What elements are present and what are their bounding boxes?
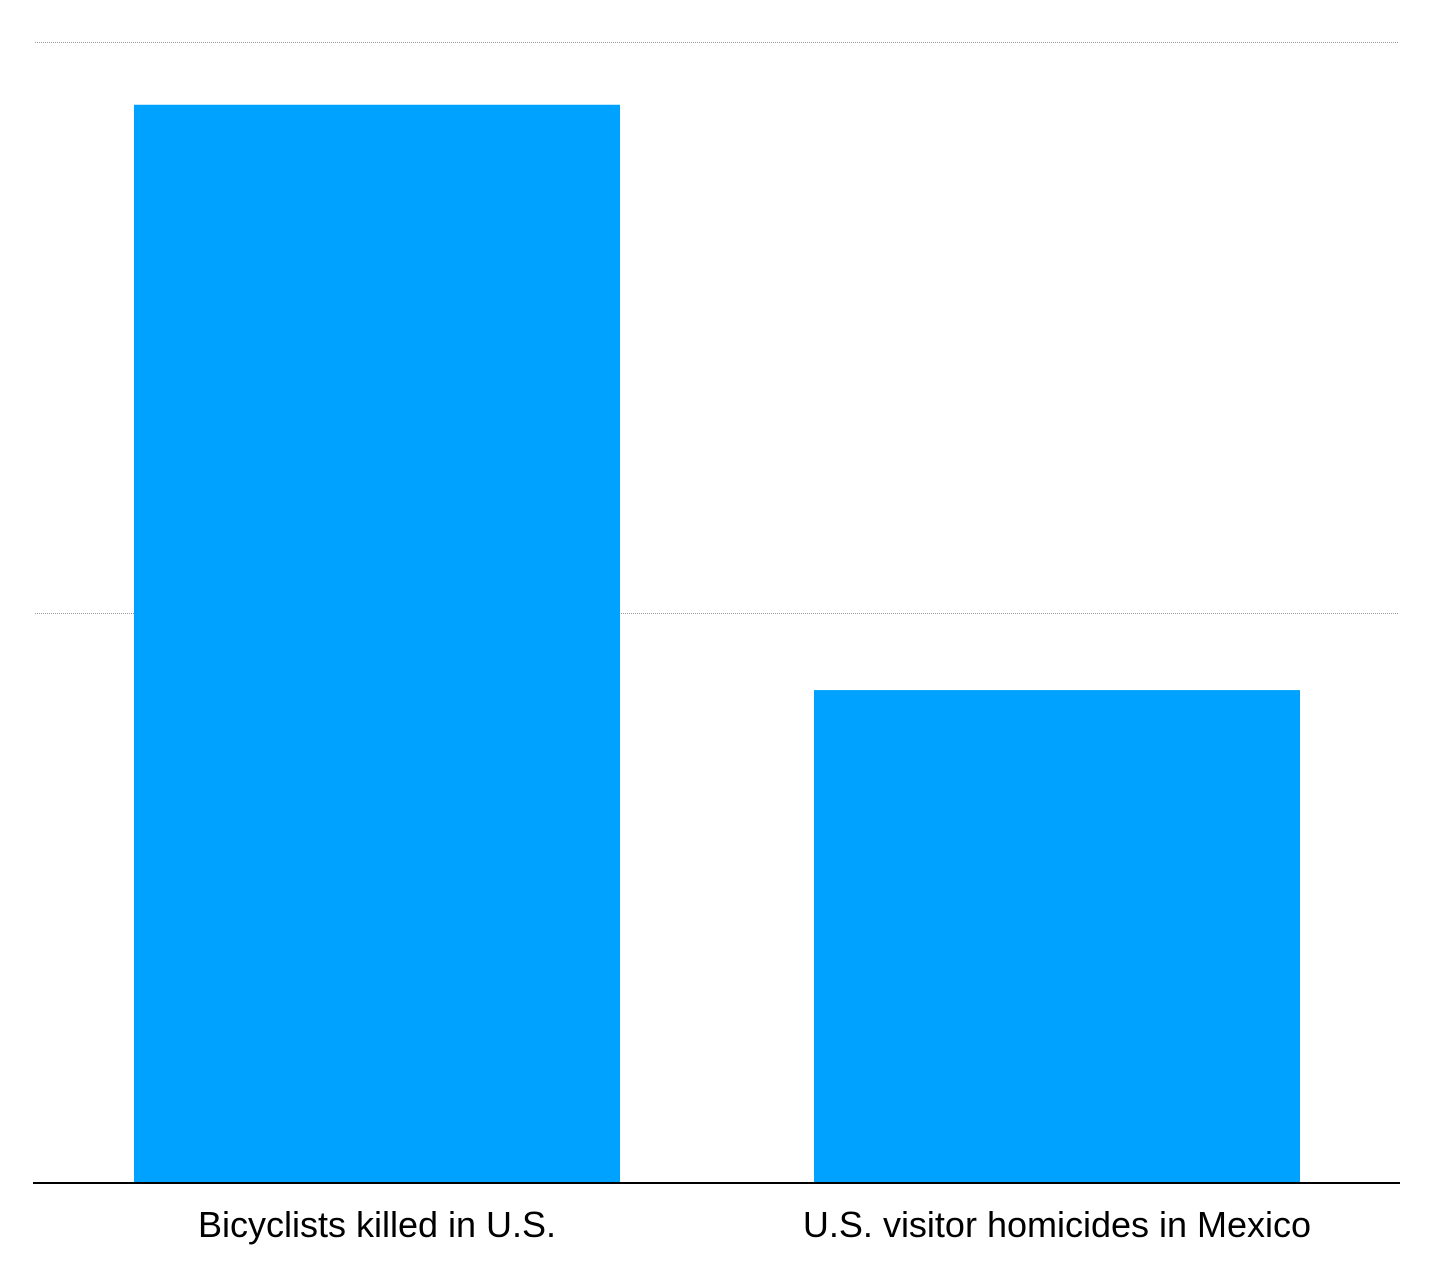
bar-0 (134, 104, 620, 1183)
category-label-1: U.S. visitor homicides in Mexico (803, 1204, 1311, 1245)
category-labels: Bicyclists killed in U.S. U.S. visitor ho… (198, 1204, 1311, 1245)
category-label-0: Bicyclists killed in U.S. (198, 1204, 556, 1245)
bar-1 (814, 690, 1300, 1183)
bars-layer (134, 104, 1300, 1183)
